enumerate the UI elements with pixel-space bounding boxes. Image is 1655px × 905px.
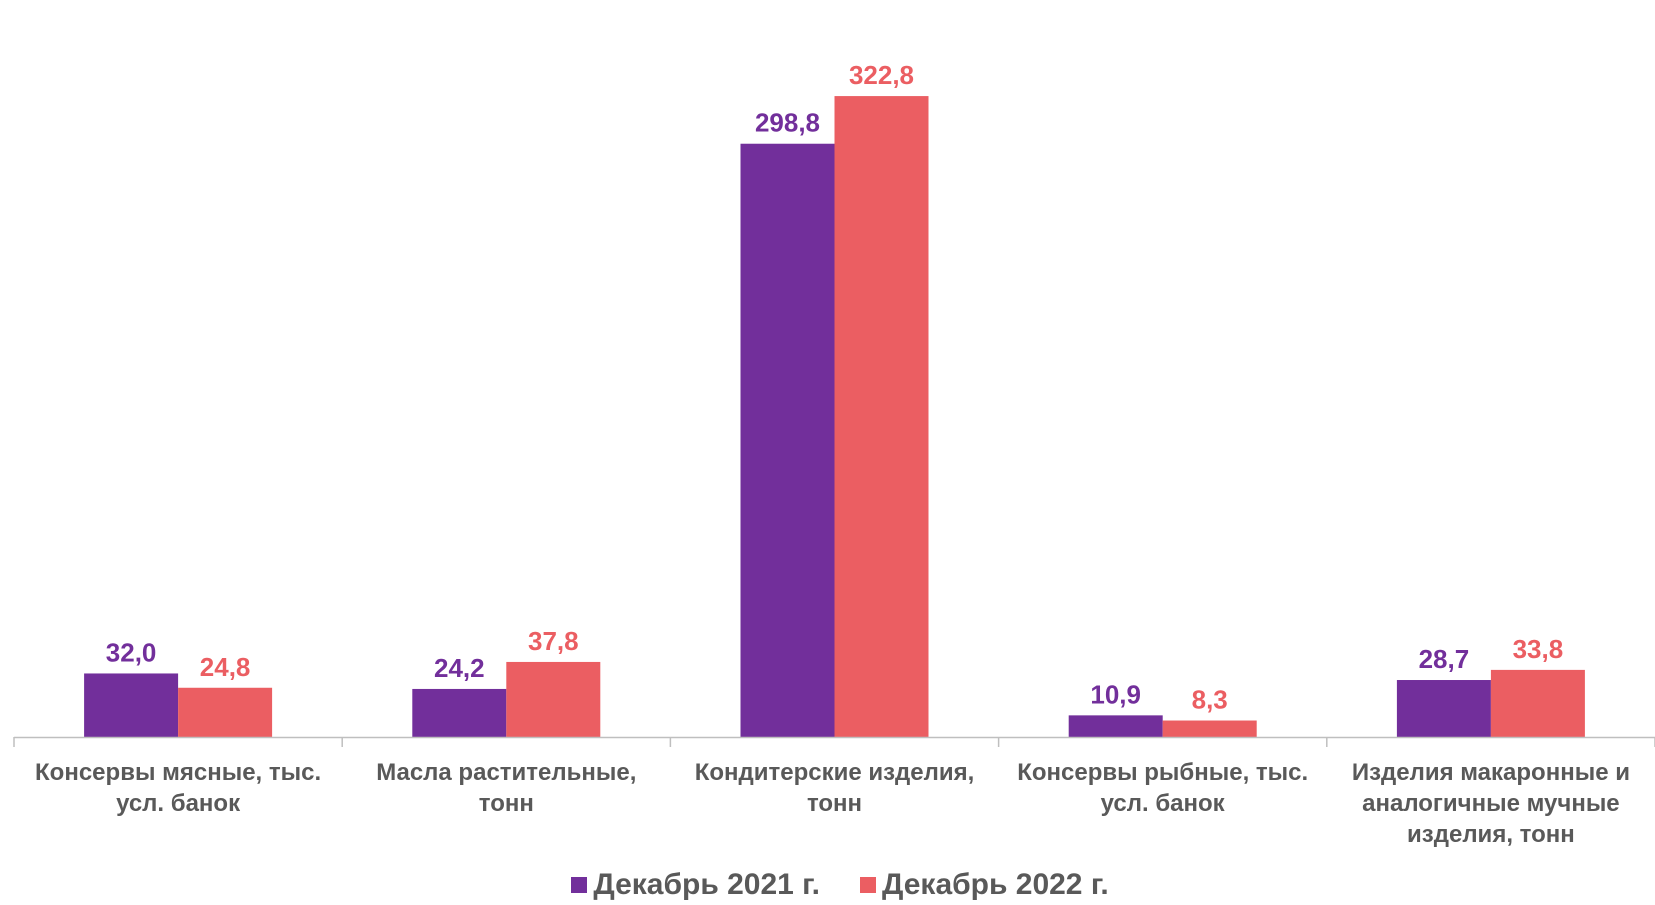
value-label-s2-c3: 322,8 — [849, 60, 914, 90]
value-label-s1-c5: 28,7 — [1419, 644, 1470, 674]
bar-s1-c2 — [412, 688, 507, 737]
bar-s2-c3 — [834, 96, 929, 738]
category-label-2: Масла растительные, тонн — [376, 759, 636, 817]
legend-item-2022: Декабрь 2022 г. — [860, 868, 1109, 902]
value-label-s1-c4: 10,9 — [1090, 679, 1141, 709]
bar-s2-c2 — [506, 661, 601, 737]
value-labels-layer: 32,0 24,2 298,8 10,9 28,7 24,8 37,8 322,8 8,3 33,… — [106, 60, 1563, 714]
value-label-s2-c2: 37,8 — [528, 626, 579, 656]
legend-label-2021: Декабрь 2021 г. — [593, 868, 820, 901]
legend: Декабрь 2021 г. Декабрь 2022 г. — [0, 868, 1655, 902]
value-label-s1-c1: 32,0 — [106, 637, 157, 667]
value-label-s2-c5: 33,8 — [1513, 634, 1564, 664]
bar-s1-c5 — [1396, 680, 1491, 737]
category-label-1: Консервы мясные, тыс. усл. банок — [35, 759, 321, 817]
bar-s1-c1 — [84, 673, 179, 737]
category-label-3: Кондитерские изделия, тонн — [695, 759, 975, 817]
value-label-s2-c1: 24,8 — [200, 652, 251, 682]
x-axis — [13, 736, 1655, 747]
category-label-4: Консервы рыбные, тыс. усл. банок — [1017, 759, 1308, 817]
bar-s1-c3 — [740, 143, 835, 737]
bars-layer — [84, 96, 1585, 738]
bar-s2-c5 — [1490, 669, 1585, 737]
value-label-s1-c2: 24,2 — [434, 653, 485, 683]
category-label-5: Изделия макаронные и аналогичные мучные из… — [1352, 759, 1630, 848]
value-label-s2-c4: 8,3 — [1192, 685, 1228, 715]
bar-s2-c1 — [178, 687, 273, 737]
category-labels-layer: Консервы мясные, тыс. усл. банок Масла рас… — [35, 759, 1630, 848]
legend-swatch-2022 — [860, 877, 876, 893]
value-label-s1-c3: 298,8 — [755, 108, 820, 138]
bar-s2-c4 — [1162, 720, 1257, 737]
legend-swatch-2021 — [571, 877, 588, 893]
legend-label-2022: Декабрь 2022 г. — [882, 868, 1109, 901]
legend-item-2021: Декабрь 2021 г. — [571, 868, 820, 902]
bar-s1-c4 — [1068, 715, 1163, 737]
